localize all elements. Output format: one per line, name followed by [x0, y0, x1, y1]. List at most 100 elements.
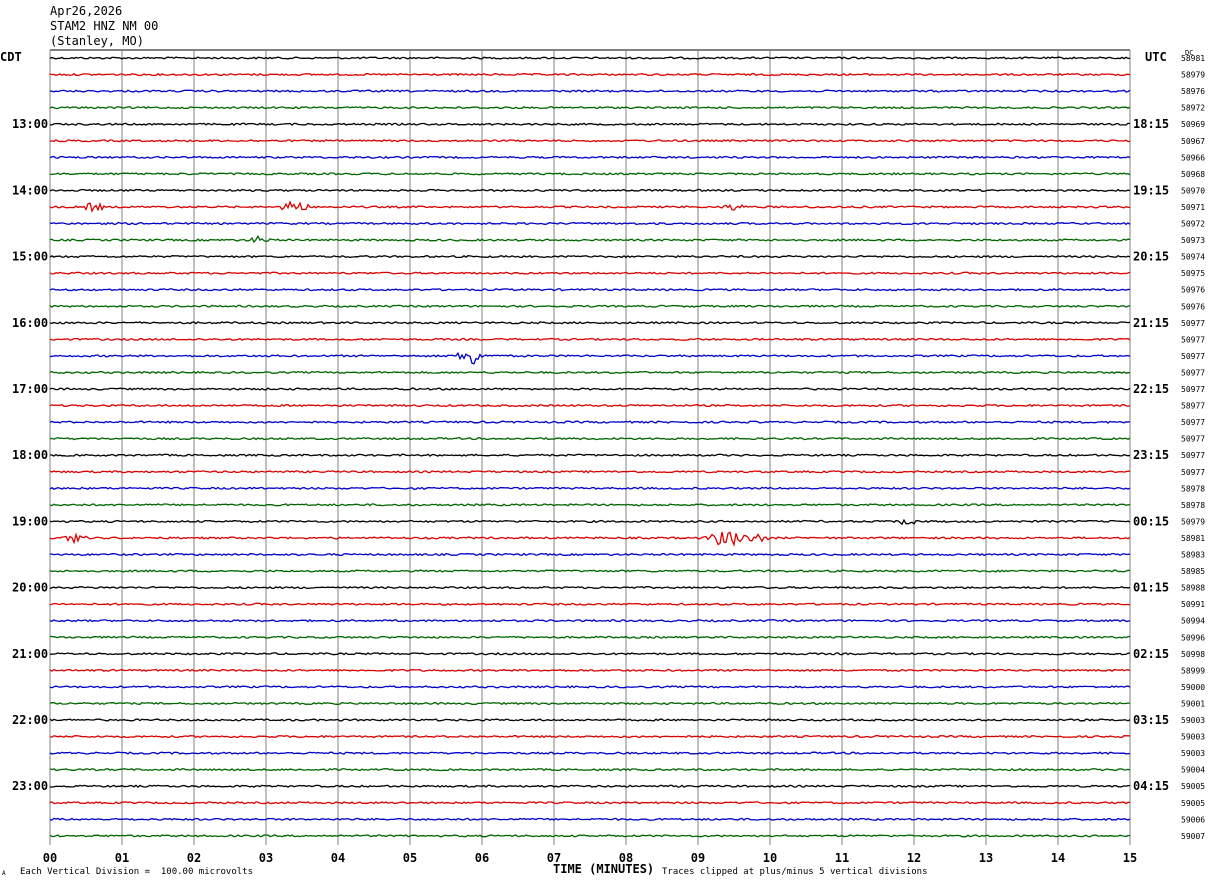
seismic-trace: [49, 685, 1131, 689]
left-hour-label: 20:00: [12, 581, 48, 595]
dc-offset-label: 50977: [1181, 468, 1205, 477]
right-timezone-label: UTC: [1145, 50, 1167, 64]
dc-header-label: DC: [1185, 49, 1194, 57]
dc-offset-label: 50977: [1181, 418, 1205, 427]
dc-offset-label: 58977: [1181, 402, 1205, 411]
seismic-trace: [49, 701, 1130, 706]
seismic-trace: [49, 387, 1131, 391]
dc-offset-label: 50972: [1181, 220, 1205, 229]
dc-offset-label: 59004: [1181, 766, 1205, 775]
x-tick-label: 01: [115, 851, 129, 865]
right-hour-label: 21:15: [1133, 316, 1169, 330]
dc-offset-label: 50977: [1181, 385, 1205, 394]
left-hour-label: 13:00: [12, 117, 48, 131]
x-tick-label: 00: [43, 851, 57, 865]
seismic-trace: [49, 552, 1131, 557]
scale-note: Each Vertical Division = 100.00 microvol…: [20, 867, 253, 877]
x-tick-label: 07: [547, 851, 561, 865]
dc-offset-label: 58981: [1181, 54, 1205, 63]
right-hour-label: 00:15: [1133, 514, 1169, 528]
seismic-trace: [49, 351, 1131, 365]
right-hour-label: 01:15: [1133, 581, 1169, 595]
dc-offset-label: 58988: [1181, 584, 1205, 593]
dc-offset-label: 50974: [1181, 253, 1205, 262]
right-hour-label: 03:15: [1133, 713, 1169, 727]
dc-offset-label: 59003: [1181, 749, 1205, 758]
dc-offset-label: 59000: [1181, 683, 1205, 692]
dc-offset-label: 50977: [1181, 352, 1205, 361]
clip-note: Traces clipped at plus/minus 5 vertical …: [662, 867, 928, 877]
x-tick-label: 12: [907, 851, 921, 865]
seismic-trace: [49, 188, 1131, 193]
seismic-trace: [49, 287, 1131, 292]
left-hour-label: 22:00: [12, 713, 48, 727]
seismic-trace: [49, 784, 1130, 788]
dc-offset-label: 50977: [1181, 451, 1205, 460]
seismic-trace: [49, 370, 1131, 375]
header-station: STAM2 HNZ NM 00: [50, 19, 159, 33]
seismic-trace: [49, 139, 1130, 143]
seismic-trace: [49, 503, 1130, 507]
seismic-trace: [49, 734, 1130, 739]
x-tick-label: 11: [835, 851, 849, 865]
seismic-trace: [49, 635, 1131, 639]
dc-offset-label: 58972: [1181, 104, 1205, 113]
dc-offset-label: 50977: [1181, 319, 1205, 328]
seismic-trace: [49, 105, 1131, 110]
dc-offset-label: 58981: [1181, 534, 1205, 543]
dc-offset-label: 59003: [1181, 733, 1205, 742]
dc-offset-label: 50994: [1181, 617, 1205, 626]
right-hour-label: 23:15: [1133, 448, 1169, 462]
dc-offset-label: 50977: [1181, 435, 1205, 444]
dc-offset-label: 58976: [1181, 87, 1205, 96]
left-hour-label: 17:00: [12, 382, 48, 396]
seismic-trace: [49, 569, 1131, 573]
dc-offset-label: 50977: [1181, 335, 1205, 344]
dc-offset-label: 50998: [1181, 650, 1205, 659]
seismic-trace: [49, 817, 1131, 822]
seismic-trace: [49, 436, 1131, 441]
dc-offset-label: 59005: [1181, 799, 1205, 808]
seismic-trace: [49, 172, 1131, 176]
seismic-trace: [49, 602, 1131, 606]
left-timezone-label: CDT: [0, 50, 22, 64]
dc-offset-label: 58979: [1181, 71, 1205, 80]
dc-offset-label: 59005: [1181, 782, 1205, 791]
dc-offset-label: 59007: [1181, 832, 1205, 841]
seismic-trace: [49, 668, 1131, 673]
dc-offset-label: 50968: [1181, 170, 1205, 179]
seismic-trace: [49, 751, 1131, 755]
seismic-trace: [49, 321, 1131, 325]
left-hour-label: 15:00: [12, 250, 48, 264]
dc-offset-label: 58983: [1181, 551, 1205, 560]
dc-offset-label: 50969: [1181, 120, 1205, 129]
seismic-trace: [49, 652, 1131, 656]
seismic-trace: [49, 56, 1131, 60]
seismic-trace: [49, 200, 1130, 213]
x-axis-label: TIME (MINUTES): [553, 862, 655, 876]
dc-offset-label: 59001: [1181, 699, 1205, 708]
header-date: Apr26,2026: [50, 4, 123, 18]
dc-offset-label: 58985: [1181, 567, 1205, 576]
seismic-trace: [49, 254, 1131, 259]
seismic-trace: [49, 234, 1131, 244]
right-hour-label: 22:15: [1133, 382, 1169, 396]
dc-offset-label: 50996: [1181, 633, 1205, 642]
x-tick-label: 02: [187, 851, 201, 865]
seismic-trace: [49, 337, 1131, 342]
x-tick-label: 08: [619, 851, 633, 865]
right-hour-label: 02:15: [1133, 647, 1169, 661]
left-hour-label: 16:00: [12, 316, 48, 330]
x-tick-label: 09: [691, 851, 705, 865]
x-tick-label: 05: [403, 851, 417, 865]
x-tick-label: 04: [331, 851, 345, 865]
seismic-trace: [49, 155, 1131, 159]
dc-offset-label: 58978: [1181, 484, 1205, 493]
dc-offset-label: 50973: [1181, 236, 1205, 245]
dc-offset-label: 50976: [1181, 286, 1205, 295]
seismic-trace: [49, 486, 1131, 490]
left-hour-label: 21:00: [12, 647, 48, 661]
x-tick-label: 06: [475, 851, 489, 865]
seismic-trace: [49, 122, 1131, 126]
x-tick-label: 10: [763, 851, 777, 865]
